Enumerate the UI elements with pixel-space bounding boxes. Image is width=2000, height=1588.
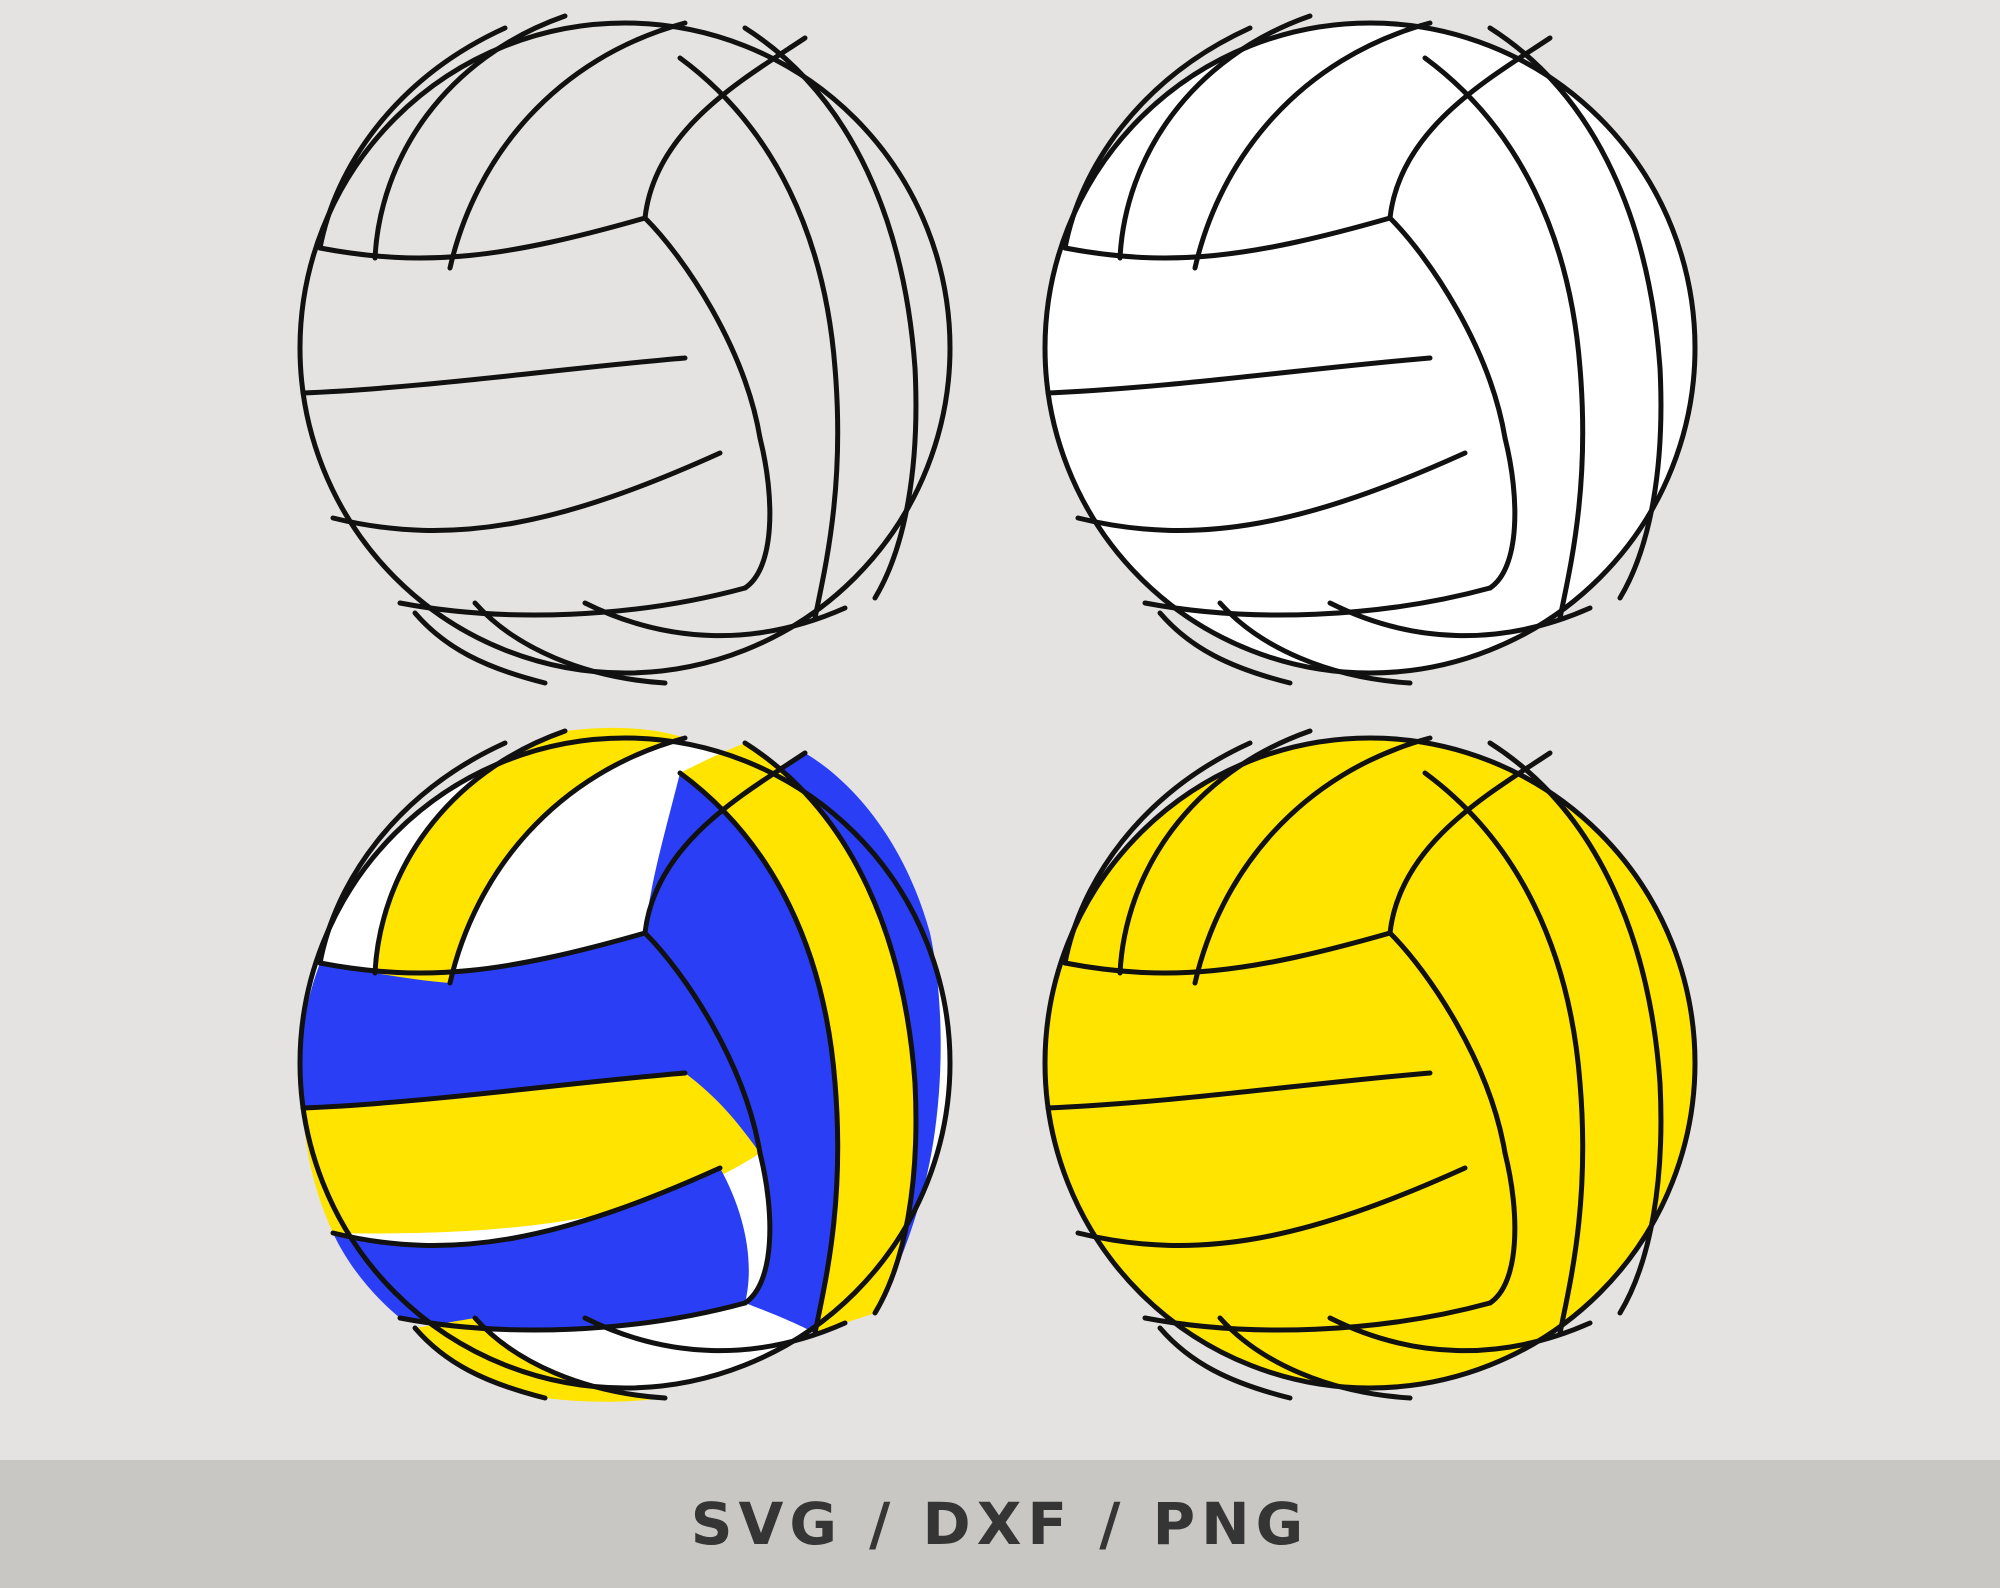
yellow-blue-volleyball	[300, 727, 950, 1402]
volleyball-illustrations	[0, 0, 2000, 1402]
footer-band: SVG / DXF / PNG	[0, 1460, 2000, 1588]
outline-volleyball	[300, 16, 950, 683]
white-volleyball	[1045, 16, 1695, 683]
file-formats-label: SVG / DXF / PNG	[690, 1490, 1310, 1558]
yellow-volleyball	[1045, 731, 1695, 1398]
